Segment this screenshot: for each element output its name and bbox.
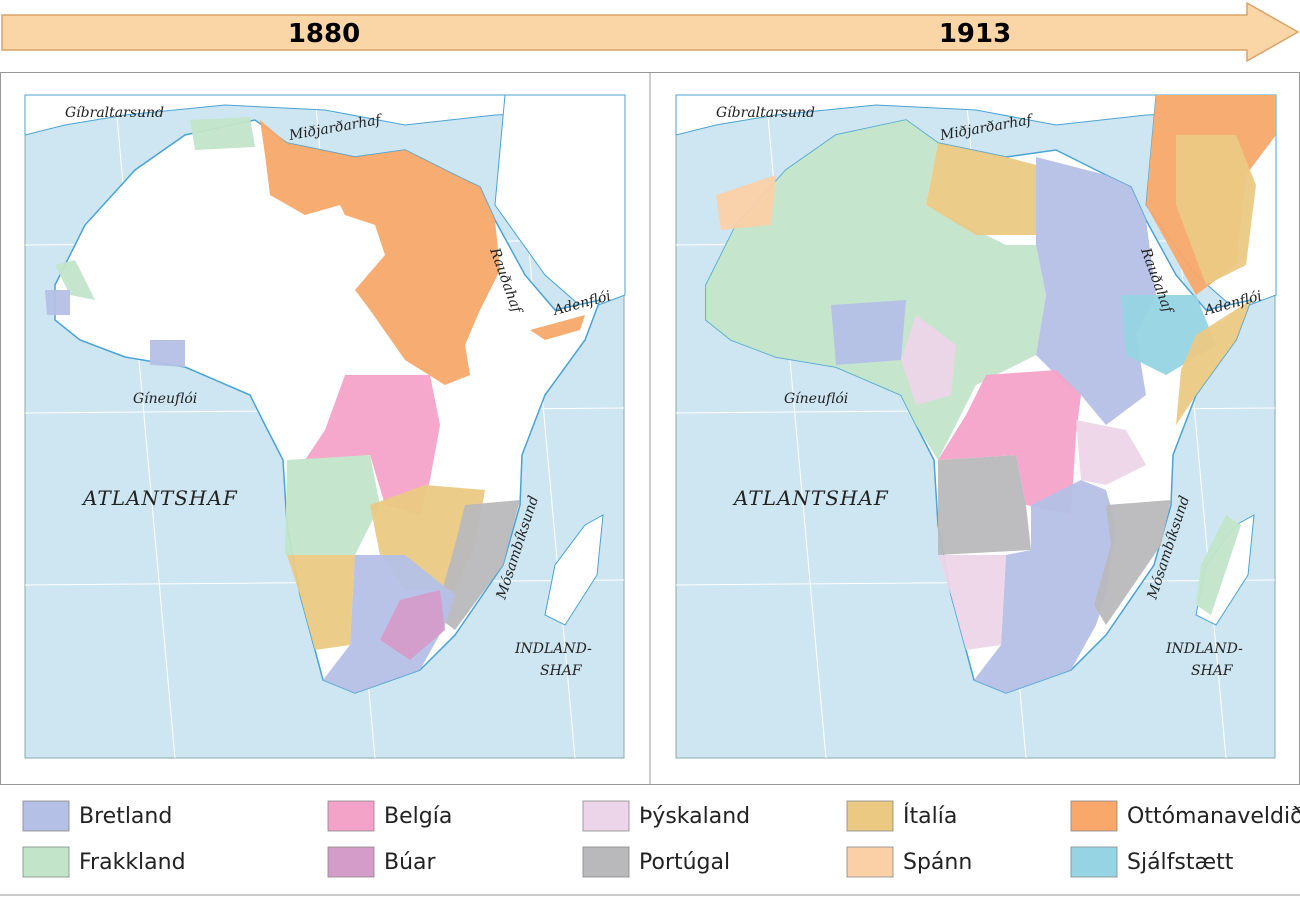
- map-label: ATLANTSHAF: [81, 486, 238, 510]
- timeline-arrow: [1, 1, 1300, 63]
- territory: [45, 290, 70, 315]
- territory: [926, 143, 1036, 235]
- legend-label: Portúgal: [639, 850, 730, 875]
- map-label: Gíbraltarsund: [65, 105, 164, 121]
- territory: [150, 340, 185, 367]
- territory: [938, 370, 1081, 515]
- territory: [938, 455, 1031, 555]
- timeline-start: 1880: [288, 19, 360, 49]
- map-label: Gíneuflói: [133, 391, 197, 407]
- map-label: Gíneuflói: [784, 391, 848, 407]
- legend-swatch: [846, 846, 894, 878]
- legend-label: Spánn: [903, 850, 972, 875]
- map-label: SHAF: [1191, 663, 1234, 679]
- legend-label: Belgía: [384, 804, 452, 829]
- map-label: ATLANTSHAF: [732, 486, 889, 510]
- territory: [1076, 420, 1146, 485]
- territory: [285, 455, 380, 555]
- territory: [1094, 500, 1171, 625]
- territory: [1196, 515, 1241, 615]
- territory: [260, 120, 500, 385]
- territory: [305, 375, 440, 515]
- territory: [901, 315, 956, 405]
- madagascar: [544, 514, 604, 626]
- legend-label: Þýskaland: [639, 804, 750, 829]
- legend-swatch: [846, 800, 894, 832]
- legend-swatch: [582, 800, 630, 832]
- territory: [435, 500, 520, 630]
- legend-swatch: [327, 846, 375, 878]
- timeline-end: 1913: [939, 19, 1011, 49]
- territory: [716, 175, 776, 230]
- legend-label: Sjálfstætt: [1127, 850, 1234, 875]
- territory: [974, 480, 1116, 693]
- legend-label: Bretland: [79, 804, 172, 829]
- map-label: INDLAND-: [514, 641, 592, 657]
- map-label: INDLAND-: [1165, 641, 1243, 657]
- territory: [55, 260, 95, 300]
- territory: [831, 300, 906, 365]
- legend-label: Frakkland: [79, 850, 186, 875]
- territory: [938, 555, 1006, 650]
- territory: [706, 120, 1046, 460]
- map-label: SHAF: [540, 663, 583, 679]
- legend-swatch: [22, 800, 70, 832]
- legend-label: Ítalía: [903, 803, 957, 829]
- territory: [380, 590, 445, 660]
- map-label: Gíbraltarsund: [716, 105, 815, 121]
- legend-swatch: [1070, 846, 1118, 878]
- territory: [287, 555, 355, 650]
- legend-swatch: [1070, 800, 1118, 832]
- territory: [190, 117, 255, 150]
- legend-label: Búar: [384, 850, 437, 875]
- territory: [1176, 300, 1251, 425]
- legend-swatch: [582, 846, 630, 878]
- legend: Bretland Frakkland Belgía Búar Þýskaland Port…: [22, 800, 1300, 878]
- legend-swatch: [22, 846, 70, 878]
- territory: [530, 315, 585, 340]
- territory: [1176, 135, 1256, 285]
- legend-label: Ottómanaveldið: [1127, 804, 1300, 829]
- legend-swatch: [327, 800, 375, 832]
- territory: [1036, 157, 1156, 425]
